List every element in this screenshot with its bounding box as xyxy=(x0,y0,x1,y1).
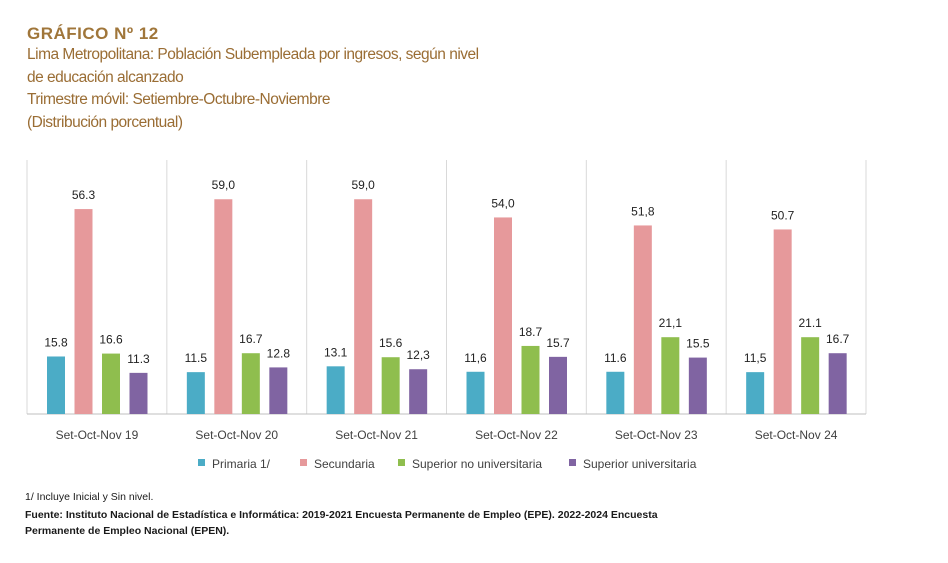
chart-number-title: GRÁFICO Nº 12 xyxy=(27,24,159,43)
data-label: 12.8 xyxy=(267,346,291,360)
legend-swatch xyxy=(300,459,307,466)
data-label: 15.6 xyxy=(379,336,403,350)
bar xyxy=(102,353,120,414)
legend-label: Superior universitaria xyxy=(583,457,697,471)
bar xyxy=(381,357,400,414)
data-label: 59,0 xyxy=(212,178,236,192)
data-label: 16.7 xyxy=(826,332,850,346)
category-label: Set-Oct-Nov 19 xyxy=(56,428,139,442)
bar xyxy=(354,199,373,414)
bar xyxy=(466,371,485,414)
data-label: 16.6 xyxy=(99,333,123,347)
bar xyxy=(186,372,205,414)
bar xyxy=(521,345,540,414)
category-label: Set-Oct-Nov 21 xyxy=(335,428,418,442)
data-label: 54,0 xyxy=(491,196,515,210)
data-label: 21,1 xyxy=(659,316,683,330)
data-label: 12,3 xyxy=(406,348,430,362)
category-label: Set-Oct-Nov 24 xyxy=(755,428,838,442)
data-label: 11.6 xyxy=(604,351,627,365)
footnote: 1/ Incluye Inicial y Sin nivel. xyxy=(25,491,154,503)
bar xyxy=(773,229,792,414)
data-label: 15.7 xyxy=(546,336,570,350)
data-label: 21.1 xyxy=(798,316,822,330)
bar xyxy=(661,337,680,414)
data-label: 56.3 xyxy=(72,188,96,202)
bar xyxy=(801,337,820,414)
bar xyxy=(326,366,345,414)
bar xyxy=(494,217,512,414)
data-label: 11,5 xyxy=(744,351,767,365)
bar xyxy=(241,353,260,414)
bar xyxy=(606,371,625,414)
bar xyxy=(129,372,148,414)
data-label: 16.7 xyxy=(239,332,263,346)
data-label: 50.7 xyxy=(771,208,795,222)
subtitle-line-2: de educación alcanzado xyxy=(27,68,184,86)
category-label: Set-Oct-Nov 22 xyxy=(475,428,558,442)
legend-swatch xyxy=(569,459,576,466)
data-label: 15.8 xyxy=(44,335,68,349)
data-label: 18.7 xyxy=(519,325,543,339)
chart-header: GRÁFICO Nº 12 Lima Metropolitana: Poblac… xyxy=(27,24,647,134)
bar xyxy=(633,225,652,414)
data-label: 11,6 xyxy=(464,351,487,365)
bar xyxy=(746,372,765,414)
chart-footer: 1/ Incluye Inicial y Sin nivel. Fuente: … xyxy=(25,490,925,539)
data-label: 11.3 xyxy=(127,352,150,366)
legend-swatch xyxy=(398,459,405,466)
subtitle-line-3: Trimestre móvil: Setiembre-Octubre-Novie… xyxy=(27,91,331,108)
bar xyxy=(47,356,65,414)
data-label: 11.5 xyxy=(185,351,208,365)
bar xyxy=(409,369,428,414)
subtitle-line-1: Lima Metropolitana: Población Subemplead… xyxy=(27,46,479,63)
data-label: 15.5 xyxy=(686,337,710,351)
category-label: Set-Oct-Nov 23 xyxy=(615,428,698,442)
bar xyxy=(828,353,847,414)
bar xyxy=(74,209,93,414)
bar xyxy=(269,367,288,414)
source-note: Fuente: Instituto Nacional de Estadístic… xyxy=(25,509,658,537)
legend-label: Primaria 1/ xyxy=(212,457,271,471)
bar xyxy=(549,356,567,414)
category-label: Set-Oct-Nov 20 xyxy=(195,428,278,442)
bar xyxy=(214,199,233,414)
data-label: 13.1 xyxy=(324,345,348,359)
bar xyxy=(688,357,707,414)
subtitle-line-4: (Distribución porcentual) xyxy=(27,113,183,131)
legend-swatch xyxy=(198,459,205,466)
legend-label: Superior no universitaria xyxy=(412,457,542,471)
legend-label: Secundaria xyxy=(314,457,375,471)
data-label: 51,8 xyxy=(631,204,655,218)
data-label: 59,0 xyxy=(351,178,375,192)
